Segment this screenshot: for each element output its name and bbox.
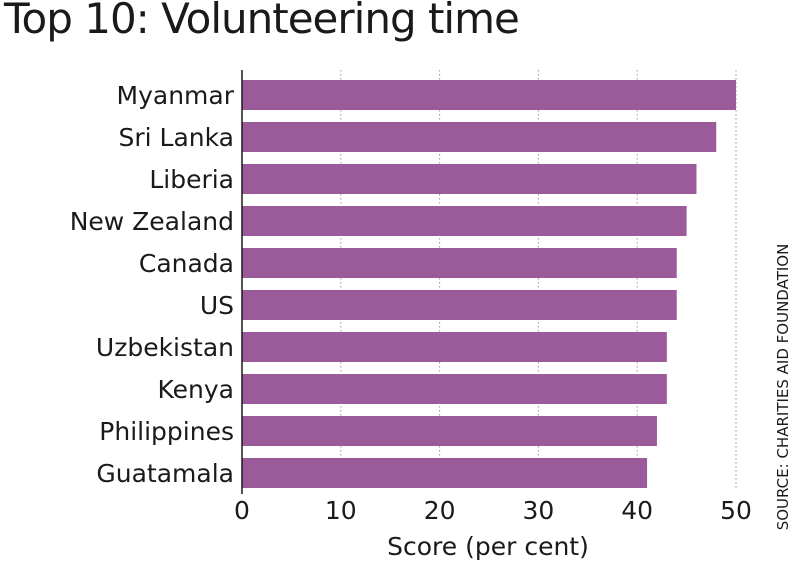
chart-title: Top 10: Volunteering time: [4, 0, 520, 43]
bar: [242, 248, 677, 278]
x-axis-label: Score (per cent): [387, 532, 589, 561]
bar: [242, 416, 657, 446]
bar: [242, 80, 736, 110]
bar: [242, 122, 717, 152]
category-label: Kenya: [158, 375, 235, 404]
category-label: Philippines: [99, 417, 234, 446]
bar: [242, 290, 677, 320]
x-tick-label: 30: [522, 496, 554, 525]
category-label: Sri Lanka: [119, 123, 235, 152]
category-label: US: [200, 291, 234, 320]
x-tick-labels: 0 10 20 30 40 50: [234, 496, 752, 525]
category-label: New Zealand: [70, 207, 234, 236]
x-tick-label: 50: [720, 496, 752, 525]
x-tick-label: 40: [621, 496, 653, 525]
bar: [242, 332, 667, 362]
bar: [242, 206, 687, 236]
bars: [242, 80, 736, 488]
source-label: SOURCE: CHARITIES AID FOUNDATION: [774, 244, 792, 531]
category-labels: Myanmar Sri Lanka Liberia New Zealand Canada…: [70, 81, 235, 488]
category-label: Canada: [139, 249, 234, 278]
category-label: Myanmar: [117, 81, 235, 110]
category-label: Liberia: [149, 165, 234, 194]
bar: [242, 374, 667, 404]
bar: [242, 458, 648, 488]
category-label: Guatamala: [96, 459, 234, 488]
x-tick-label: 10: [325, 496, 357, 525]
category-label: Uzbekistan: [96, 333, 234, 362]
x-tick-label: 20: [424, 496, 456, 525]
bar: [242, 164, 697, 194]
x-tick-label: 0: [234, 496, 250, 525]
